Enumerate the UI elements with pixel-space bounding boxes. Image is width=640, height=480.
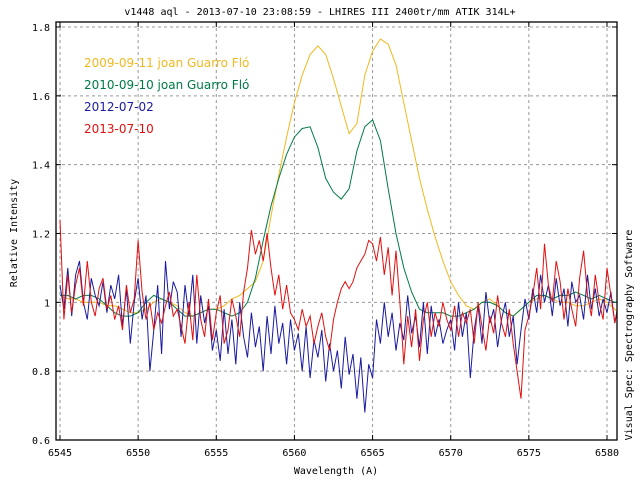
x-tick-label: 6555: [204, 448, 228, 459]
x-tick-label: 6545: [48, 448, 72, 459]
software-credit: Visual Spec: Spectrography Software: [624, 230, 635, 441]
y-tick-label: 1.8: [32, 23, 50, 34]
x-tick-label: 6570: [439, 448, 463, 459]
x-axis-label: Wavelength (A): [294, 466, 378, 477]
grid: [56, 22, 617, 441]
x-tick-label: 6560: [282, 448, 306, 459]
legend: 2009-09-11 joan Guarro Fló 2010-09-10 joa…: [84, 56, 249, 136]
x-tick-label: 6550: [126, 448, 150, 459]
y-tick-label: 1.6: [32, 92, 50, 103]
y-tick-label: 0.8: [32, 367, 50, 378]
series-lines: [59, 38, 617, 413]
series-line: [60, 119, 617, 317]
y-tick-label: 1: [44, 298, 50, 309]
legend-entry: 2010-09-10 joan Guarro Fló: [84, 78, 249, 92]
y-tick-label: 1.2: [32, 230, 50, 241]
x-tick-label: 6575: [517, 448, 541, 459]
x-tick-label: 6565: [361, 448, 385, 459]
legend-entry: 2012-07-02: [84, 100, 154, 114]
y-tick-label: 0.6: [32, 436, 50, 447]
legend-entry: 2009-09-11 joan Guarro Fló: [84, 56, 249, 70]
chart-title: v1448 aql - 2013-07-10 23:08:59 - LHIRES…: [124, 7, 515, 18]
y-axis-label: Relative Intensity: [9, 179, 20, 287]
plot-frame: [55, 21, 618, 441]
y-tick-label: 1.4: [32, 161, 50, 172]
series-line: [59, 219, 617, 399]
x-tick-label: 6580: [595, 448, 619, 459]
legend-entry: 2013-07-10: [84, 122, 154, 136]
